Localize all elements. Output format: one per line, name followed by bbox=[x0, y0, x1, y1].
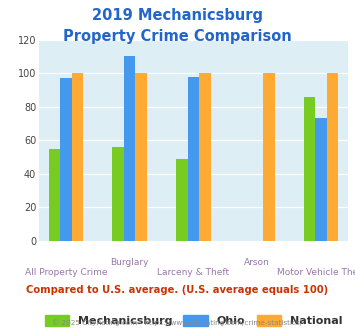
Bar bbox=[263, 73, 274, 241]
Bar bbox=[124, 56, 135, 241]
Text: Larceny & Theft: Larceny & Theft bbox=[157, 268, 230, 277]
Bar bbox=[199, 73, 211, 241]
Bar bbox=[176, 159, 188, 241]
Bar bbox=[113, 147, 124, 241]
Text: All Property Crime: All Property Crime bbox=[24, 268, 107, 277]
Text: Compared to U.S. average. (U.S. average equals 100): Compared to U.S. average. (U.S. average … bbox=[26, 285, 329, 295]
Bar bbox=[60, 78, 72, 241]
Text: Burglary: Burglary bbox=[110, 258, 149, 267]
Bar bbox=[327, 73, 338, 241]
Bar bbox=[315, 118, 327, 241]
Text: Property Crime Comparison: Property Crime Comparison bbox=[63, 29, 292, 44]
Text: Motor Vehicle Theft: Motor Vehicle Theft bbox=[277, 268, 355, 277]
Text: © 2025 CityRating.com - https://www.cityrating.com/crime-statistics/: © 2025 CityRating.com - https://www.city… bbox=[53, 319, 302, 326]
Bar bbox=[135, 73, 147, 241]
Bar bbox=[188, 77, 199, 241]
Text: 2019 Mechanicsburg: 2019 Mechanicsburg bbox=[92, 8, 263, 23]
Text: Arson: Arson bbox=[244, 258, 270, 267]
Bar bbox=[72, 73, 83, 241]
Bar bbox=[49, 148, 60, 241]
Legend: Mechanicsburg, Ohio, National: Mechanicsburg, Ohio, National bbox=[40, 311, 347, 330]
Bar bbox=[304, 97, 315, 241]
